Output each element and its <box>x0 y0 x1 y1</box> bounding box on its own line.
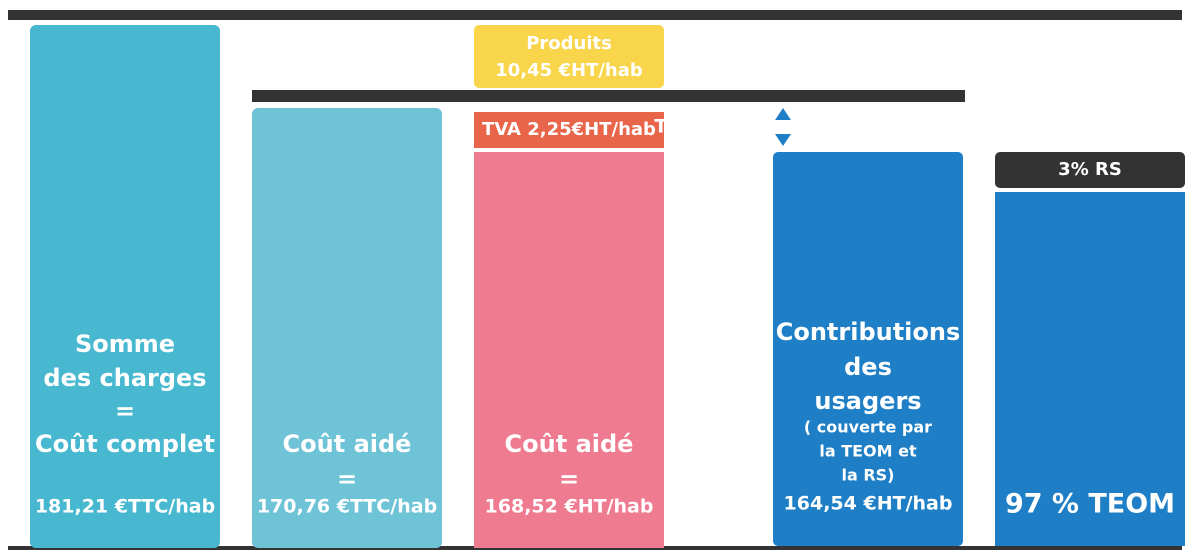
column-aided-ttc <box>252 108 442 548</box>
column-note: ( couverte par <box>804 418 932 437</box>
column-heading: Contributions <box>776 318 961 346</box>
coverage-label: Taux de couverture = 96 % <box>654 116 941 138</box>
products-box <box>474 25 664 88</box>
tva-box <box>474 112 664 148</box>
column-note: la RS) <box>841 466 894 485</box>
column-heading: Coût aidé <box>505 430 634 458</box>
column-value: 164,54 €HT/hab <box>784 493 953 515</box>
column-heading: = <box>337 465 357 493</box>
column-heading: des <box>844 353 892 381</box>
column-value: 181,21 €TTC/hab <box>35 496 215 518</box>
column-heading: = <box>115 397 135 425</box>
column-heading: Somme <box>75 330 175 358</box>
column-contributions <box>773 152 963 546</box>
column-value: 170,76 €TTC/hab <box>257 496 437 518</box>
column-heading: Coût complet <box>35 430 215 458</box>
column-teom <box>995 192 1185 546</box>
column-heading: Coût aidé <box>283 430 412 458</box>
separator-bar <box>252 90 965 102</box>
column-full-cost <box>30 25 220 548</box>
rs-label: 3% RS <box>1058 159 1122 180</box>
column-value: 168,52 €HT/hab <box>485 496 654 518</box>
column-value: 97 % TEOM <box>1005 489 1175 520</box>
products-label: Produits <box>526 33 612 54</box>
tva-label: TVA 2,25€HT/hab <box>482 119 656 140</box>
column-note: la TEOM et <box>819 442 917 461</box>
top-bar <box>8 10 1182 20</box>
column-heading: = <box>559 465 579 493</box>
rs-box <box>995 152 1185 188</box>
column-aided-ht <box>474 152 664 548</box>
products-value: 10,45 €HT/hab <box>495 60 643 81</box>
column-heading: des charges <box>43 364 206 392</box>
coverage-arrows <box>775 108 791 146</box>
column-heading: usagers <box>814 387 921 415</box>
